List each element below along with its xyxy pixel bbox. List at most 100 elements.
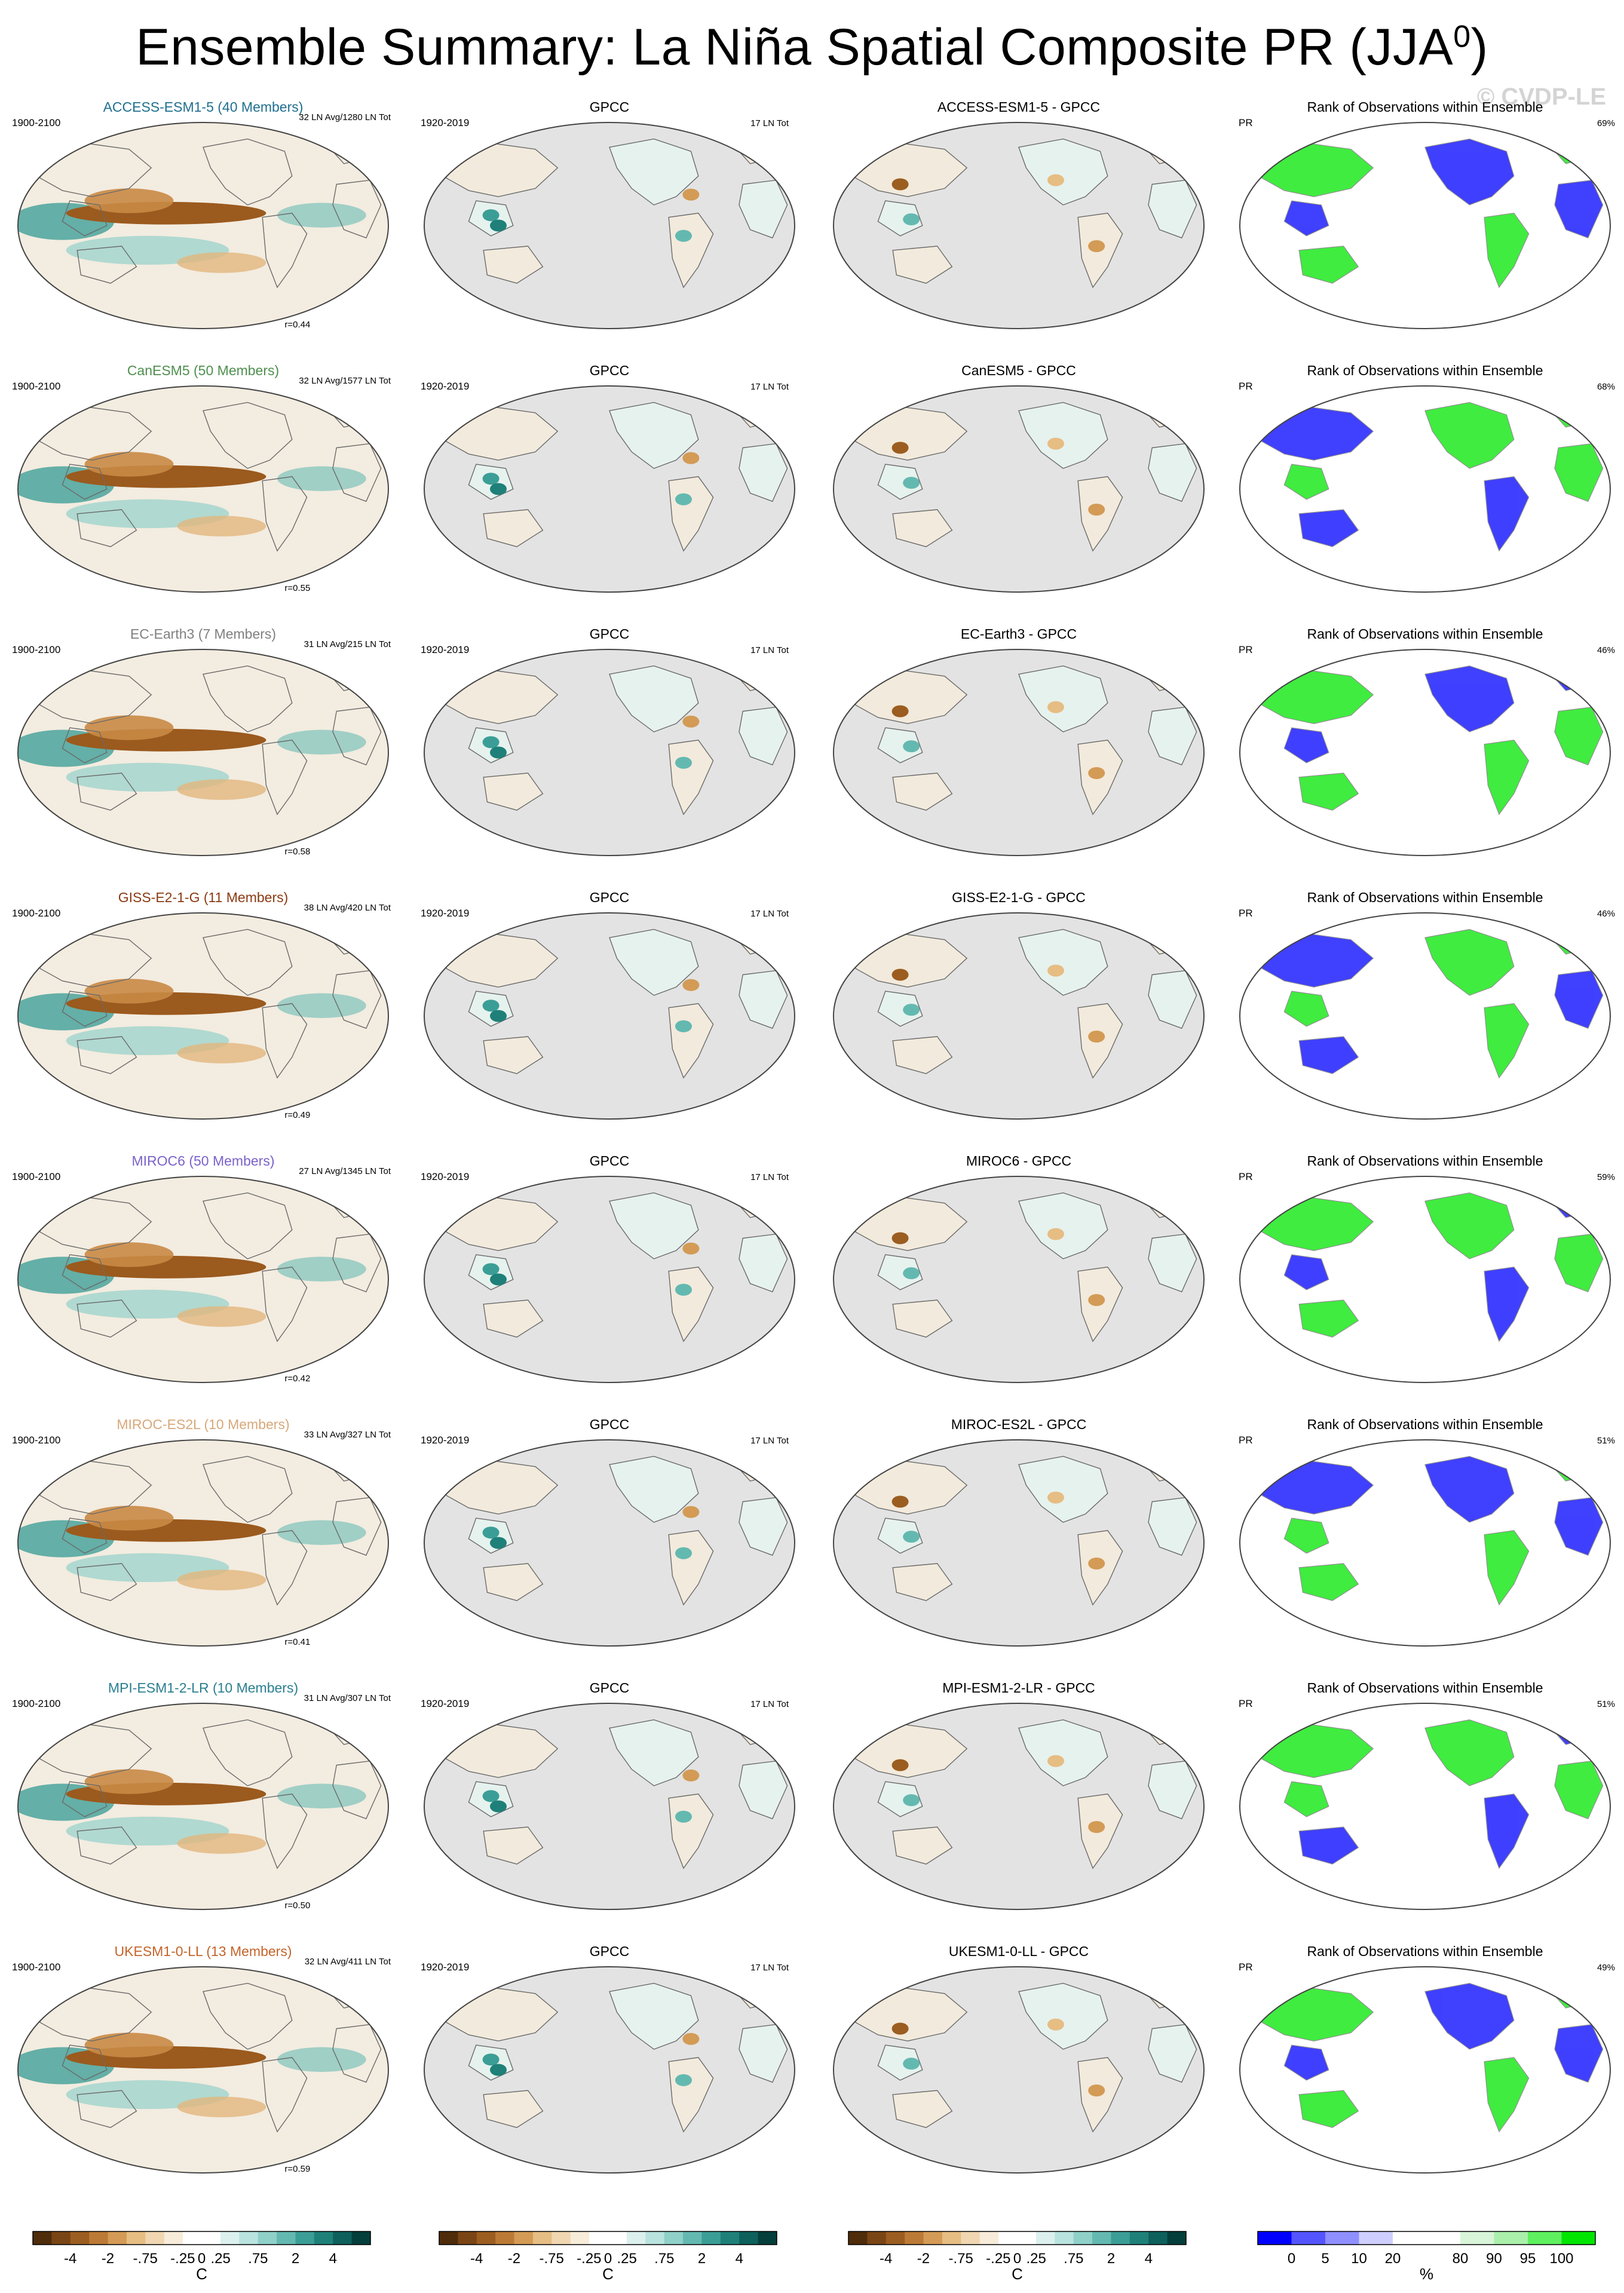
anomaly-patch: [891, 442, 909, 454]
colorbar-swatch: [220, 2231, 240, 2245]
colorbar-swatch: [1167, 2231, 1187, 2245]
rank-variable: PR: [1239, 644, 1253, 655]
colorbar-swatch: [1017, 2231, 1037, 2245]
colorbar-swatch: [739, 2231, 759, 2245]
pattern-correlation: r=0.42: [284, 1374, 310, 1384]
land-field: [877, 1518, 923, 1554]
anomaly-patch: [1088, 2084, 1105, 2096]
coastline: [262, 476, 308, 552]
obs-title: GPCC: [590, 363, 629, 378]
land-field: [877, 1254, 923, 1290]
anomaly-patch: [675, 756, 692, 769]
ensemble-map: [17, 912, 389, 1120]
land-field: [483, 246, 544, 284]
anomaly-patch: [903, 1004, 920, 1016]
colorbar-tick-label: 20: [1385, 2251, 1401, 2267]
colorbar-tick-label: 100: [1549, 2251, 1573, 2267]
coastline: [62, 727, 108, 764]
colorbar-swatch: [1359, 2231, 1393, 2245]
colorbar-swatch: [495, 2231, 515, 2245]
coastline: [36, 933, 152, 988]
colorbar-tick-label: 5: [1321, 2251, 1329, 2267]
title-text: Ensemble Summary: La Niña Spatial Compos…: [136, 19, 1454, 76]
colorbar-precip: -4 -2 -.75 -.25 0.25.75 2 4C: [32, 2231, 371, 2283]
colorbar-swatch: [979, 2231, 999, 2245]
pattern-correlation: r=0.59: [284, 2164, 310, 2174]
map-outline: [833, 1966, 1205, 2174]
dry-anomaly: [177, 1043, 266, 1063]
rank-field: [1298, 1299, 1359, 1338]
rank-map: [1239, 912, 1611, 1120]
rank-map: [1239, 385, 1611, 593]
period-label: 1900-2100: [12, 1434, 60, 1446]
colorbar-swatch: [608, 2231, 627, 2245]
colorbar-swatch: [351, 2231, 371, 2245]
model-title: CanESM5 (50 Members): [127, 363, 279, 378]
map-outline: [1239, 912, 1611, 1120]
coastline: [36, 1723, 152, 1778]
colorbar-unit: %: [1420, 2265, 1433, 2283]
colorbar-swatch: [1528, 2231, 1562, 2245]
obs-event-count: 17 LN Tot: [750, 909, 789, 919]
anomaly-patch: [682, 452, 700, 464]
coastline: [76, 772, 137, 811]
period-label: 1900-2100: [12, 381, 60, 392]
anomaly-patch: [903, 213, 920, 226]
colorbar-tick-label: -.25: [577, 2251, 601, 2267]
rank-variable: PR: [1239, 381, 1253, 392]
rank-field: [1298, 246, 1359, 284]
obs-event-count: 17 LN Tot: [750, 1436, 789, 1446]
rank-field: [1424, 665, 1515, 732]
anomaly-patch: [675, 229, 692, 242]
difference-title: ACCESS-ESM1-5 - GPCC: [937, 99, 1100, 115]
land-field: [1018, 1982, 1108, 2050]
ensemble-map: [17, 1176, 389, 1383]
period-label: 1900-2100: [12, 1961, 60, 1973]
coastline: [203, 665, 293, 732]
map-outline: [424, 1439, 795, 1647]
pattern-correlation: r=0.44: [284, 320, 310, 330]
colorbar-unit: C: [1012, 2265, 1023, 2283]
rank-title: Rank of Observations within Ensemble: [1307, 1417, 1543, 1432]
coastline: [203, 1192, 293, 1259]
colorbar-frame: [439, 2231, 777, 2245]
colorbar-swatch: [1325, 2231, 1359, 2245]
coastline: [76, 1563, 137, 1601]
wet-anomaly: [277, 466, 366, 491]
land-field: [609, 1192, 699, 1259]
colorbar-swatch: [664, 2231, 684, 2245]
map-outline: [833, 1439, 1205, 1647]
colorbar-tick-label: -.75: [948, 2251, 973, 2267]
event-count: 31 LN Avg/215 LN Tot: [304, 639, 391, 649]
colorbar-tick-label: -4: [64, 2251, 76, 2267]
land-field: [892, 772, 953, 811]
title-close-paren: ): [1470, 19, 1488, 76]
land-field: [1018, 1719, 1108, 1786]
period-label: 1900-2100: [12, 1171, 60, 1182]
colorbar-tick-label: -.25: [170, 2251, 195, 2267]
anomaly-patch: [1047, 2018, 1064, 2031]
coastline: [203, 1719, 293, 1786]
anomaly-patch: [903, 1794, 920, 1807]
coastline: [36, 669, 152, 724]
colorbar-swatch: [514, 2231, 534, 2245]
colorbar-swatch: [439, 2231, 458, 2245]
colorbar-swatch: [701, 2231, 721, 2245]
colorbar-unit: C: [602, 2265, 614, 2283]
obs-period: 1920-2019: [421, 1434, 469, 1446]
colorbar-swatch: [1073, 2231, 1093, 2245]
colorbar-swatch: [551, 2231, 571, 2245]
colorbar-swatch: [570, 2231, 590, 2245]
anomaly-patch: [682, 715, 700, 728]
obs-period: 1920-2019: [421, 1171, 469, 1182]
colorbar-precip: -4 -2 -.75 -.25 0.25.75 2 4C: [439, 2231, 777, 2283]
model-title: GISS-E2-1-G (11 Members): [118, 890, 289, 905]
rank-map: [1239, 122, 1611, 329]
colorbar-tick-label: -.25: [986, 2251, 1010, 2267]
colorbar-swatch: [277, 2231, 296, 2245]
rank-field: [1283, 1518, 1329, 1554]
pattern-correlation: r=0.55: [284, 583, 310, 593]
rank-title: Rank of Observations within Ensemble: [1307, 626, 1543, 642]
map-outline: [833, 1176, 1205, 1383]
land-field: [609, 665, 699, 732]
